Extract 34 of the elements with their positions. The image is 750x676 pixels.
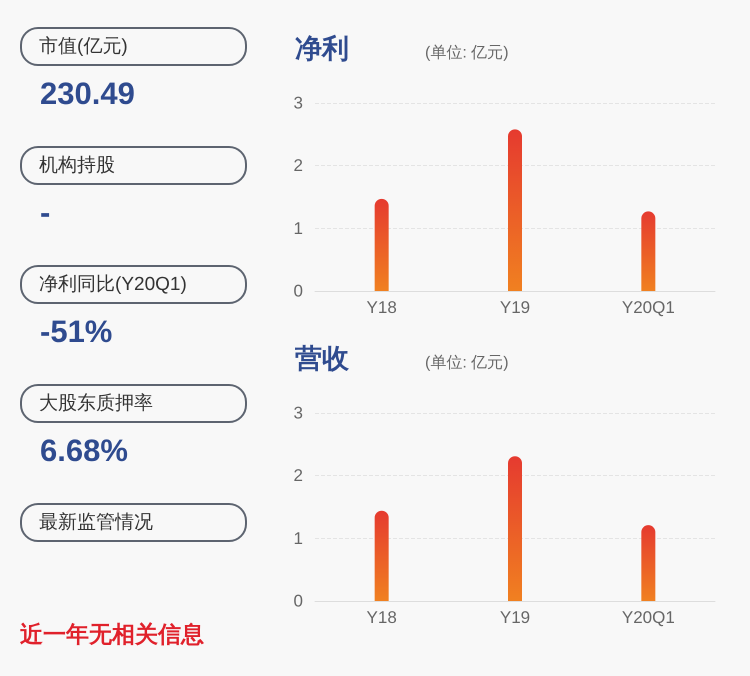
- text: 近一年无相关信息: [20, 620, 204, 649]
- bar: [508, 129, 522, 291]
- y-tick-label: 2: [294, 466, 303, 486]
- text: -: [40, 195, 50, 230]
- category-label: 净利同比(Y20Q1): [39, 274, 187, 295]
- x-tick-label: Y19: [500, 298, 530, 317]
- category-label: 最新监管情况: [39, 512, 153, 533]
- bar: [641, 211, 656, 291]
- x-tick-label: Y20Q1: [622, 298, 675, 317]
- bar: [641, 525, 656, 601]
- y-tick-label: 3: [294, 404, 303, 422]
- x-tick-label: Y19: [500, 608, 530, 627]
- chart-subtitle: (单位: 亿元): [425, 354, 509, 372]
- text: -51%: [40, 314, 112, 349]
- category-label: 市值(亿元): [39, 36, 128, 57]
- category-label: 机构持股: [39, 155, 115, 176]
- x-tick-label: Y20Q1: [622, 608, 675, 627]
- category-label: 大股东质押率: [39, 393, 153, 414]
- y-tick-label: 0: [294, 282, 303, 300]
- x-tick-label: Y18: [366, 608, 397, 627]
- y-tick-label: 0: [294, 592, 303, 610]
- bar: [374, 198, 389, 291]
- y-tick-label: 1: [294, 528, 303, 548]
- y-tick-label: 1: [294, 218, 303, 238]
- chart-subtitle: (单位: 亿元): [425, 44, 509, 62]
- chart-title: 净利: [295, 34, 349, 64]
- text: 6.68%: [40, 433, 128, 468]
- bar: [508, 456, 522, 601]
- y-tick-label: 2: [294, 156, 303, 176]
- bar: [374, 510, 389, 601]
- chart-title: 营收: [294, 344, 350, 374]
- text: 230.49: [40, 76, 135, 111]
- x-tick-label: Y18: [366, 298, 397, 317]
- y-tick-label: 3: [294, 94, 303, 112]
